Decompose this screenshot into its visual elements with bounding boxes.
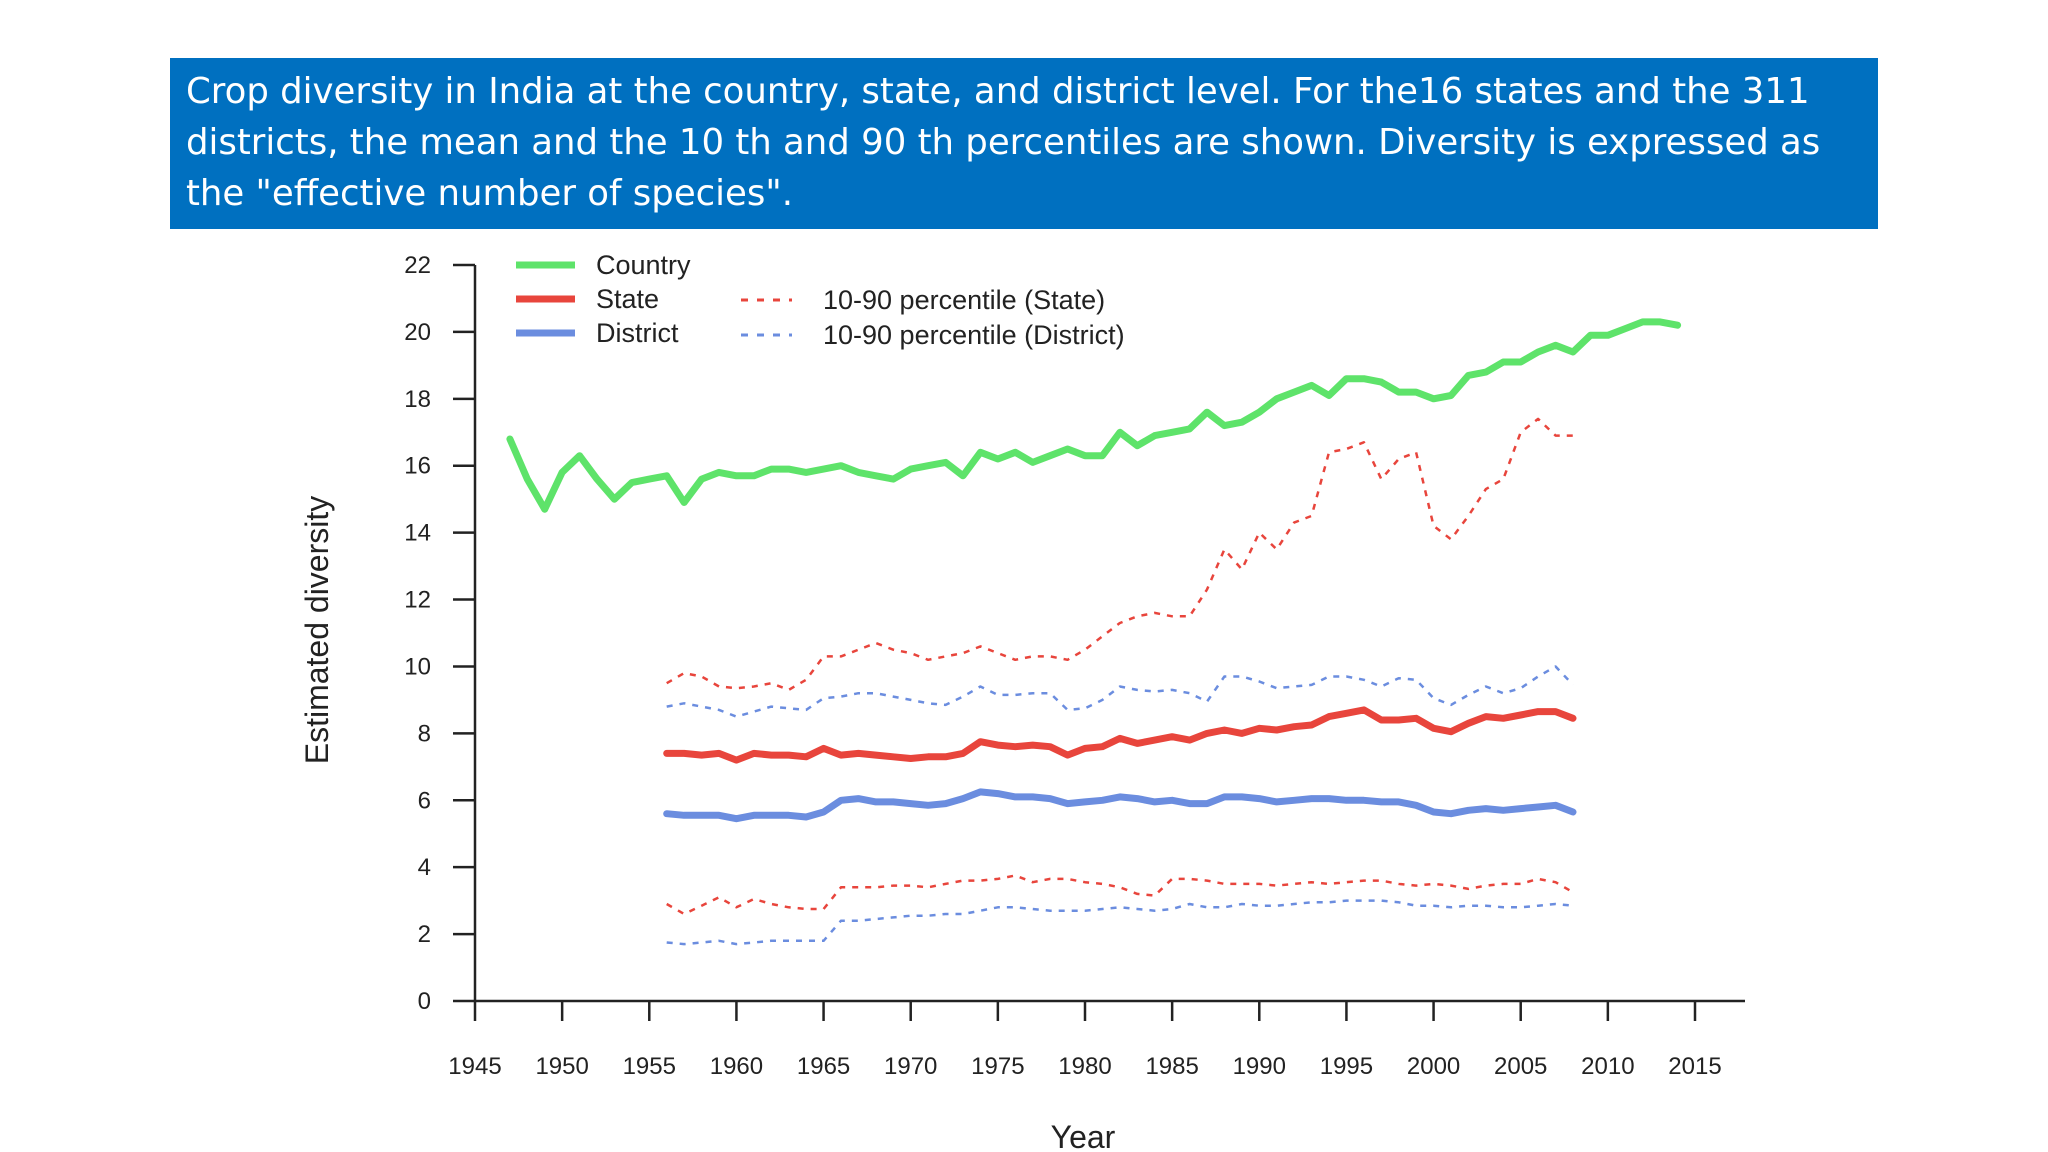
legend-label-district-p: 10-90 percentile (District) bbox=[823, 320, 1125, 350]
x-tick-label: 1975 bbox=[971, 1053, 1024, 1080]
y-tick-label: 14 bbox=[404, 520, 431, 547]
x-tick-label: 2010 bbox=[1581, 1053, 1634, 1080]
y-tick-label: 22 bbox=[404, 252, 431, 279]
y-tick-label: 20 bbox=[404, 319, 431, 346]
x-tick-label: 1965 bbox=[797, 1053, 850, 1080]
x-tick-label: 2005 bbox=[1494, 1053, 1547, 1080]
legend-label-country: Country bbox=[596, 250, 691, 280]
caption-box: Crop diversity in India at the country, … bbox=[170, 58, 1878, 229]
y-tick-label: 16 bbox=[404, 453, 431, 480]
y-axis-title: Estimated diversity bbox=[299, 496, 335, 765]
series-line-state bbox=[663, 706, 1577, 764]
legend-label-state-p: 10-90 percentile (State) bbox=[823, 285, 1105, 315]
y-tick-label: 10 bbox=[404, 653, 431, 680]
x-tick-label: 1970 bbox=[884, 1053, 937, 1080]
x-tick-label: 1985 bbox=[1145, 1053, 1198, 1080]
y-tick-label: 12 bbox=[404, 587, 431, 614]
series-line-state-p10 bbox=[666, 874, 1574, 916]
x-tick-label: 1960 bbox=[710, 1053, 763, 1080]
x-tick-label: 1955 bbox=[623, 1053, 676, 1080]
y-tick-label: 2 bbox=[418, 921, 431, 948]
series-line-district bbox=[663, 788, 1577, 823]
y-tick-label: 6 bbox=[418, 787, 431, 814]
legend-label-state: State bbox=[596, 284, 659, 314]
y-tick-label: 4 bbox=[418, 854, 431, 881]
x-tick-label: 1995 bbox=[1320, 1053, 1373, 1080]
x-tick-label: 1950 bbox=[535, 1053, 588, 1080]
chart-axes: 0 2 4 6 8 10 12 14 16 18 20 22 1945 1950 1955 1960 1965 1… bbox=[404, 252, 1745, 1080]
chart-legend: Country State District 10-90 percentile (St… bbox=[516, 250, 1125, 350]
y-tick-label: 0 bbox=[418, 988, 431, 1015]
x-tick-label: 2000 bbox=[1407, 1053, 1460, 1080]
series-line-state-p90 bbox=[666, 417, 1573, 692]
legend-label-district: District bbox=[596, 318, 679, 348]
series-line-district-p90 bbox=[666, 665, 1574, 718]
x-tick-label: 1990 bbox=[1233, 1053, 1286, 1080]
y-tick-label: 18 bbox=[404, 386, 431, 413]
x-axis-title: Year bbox=[1051, 1119, 1116, 1152]
x-tick-label: 1980 bbox=[1058, 1053, 1111, 1080]
x-tick-label: 1945 bbox=[448, 1053, 501, 1080]
series-line-district-p10 bbox=[666, 899, 1574, 946]
caption-text: Crop diversity in India at the country, … bbox=[186, 71, 1821, 214]
y-tick-label: 8 bbox=[418, 720, 431, 747]
series-line-country bbox=[506, 318, 1682, 513]
chart-series bbox=[506, 318, 1682, 946]
x-tick-label: 2015 bbox=[1668, 1053, 1721, 1080]
